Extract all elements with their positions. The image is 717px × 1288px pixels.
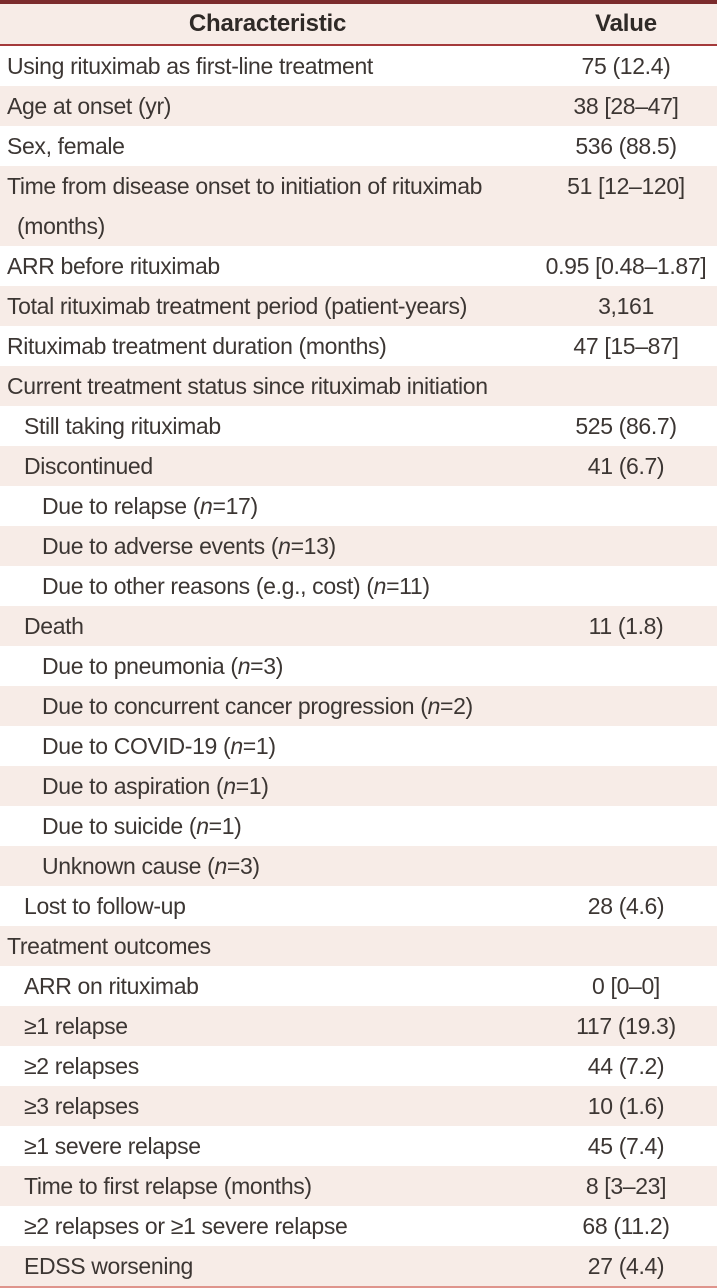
data-table: Characteristic Value Using rituximab as … (0, 4, 717, 1286)
row-label: Due to pneumonia (n=3) (42, 653, 284, 679)
row-label: Due to relapse (n=17) (42, 493, 258, 519)
row-label: Lost to follow-up (24, 893, 186, 919)
table-row: Sex, female 536 (88.5) (0, 126, 717, 166)
table-row: Due to concurrent cancer progression (n=… (0, 686, 717, 726)
row-value: 68 (11.2) (582, 1213, 670, 1239)
table-row: Due to aspiration (n=1) (0, 766, 717, 806)
row-label: Total rituximab treatment period (patien… (7, 293, 468, 319)
table-row: Unknown cause (n=3) (0, 846, 717, 886)
row-label: Time to first relapse (months) (24, 1173, 312, 1199)
row-value: 117 (19.3) (576, 1013, 676, 1039)
row-value (535, 766, 717, 806)
row-value: 38 [28–47] (573, 93, 679, 119)
table-row: Time to first relapse (months) 8 [3–23] (0, 1166, 717, 1206)
row-value: 11 (1.8) (588, 613, 664, 639)
row-label: Time from disease onset to initiation of… (7, 173, 483, 239)
row-label: Due to aspiration (n=1) (42, 773, 269, 799)
row-label: Still taking rituximab (24, 413, 221, 439)
row-value: 525 (86.7) (575, 413, 677, 439)
table-row: Treatment outcomes (0, 926, 717, 966)
row-label: EDSS worsening (24, 1253, 193, 1279)
table-row: Using rituximab as first-line treatment … (0, 45, 717, 86)
row-label: Current treatment status since rituximab… (7, 373, 488, 399)
row-value (535, 686, 717, 726)
row-value: 27 (4.4) (587, 1253, 665, 1279)
table-row: Total rituximab treatment period (patien… (0, 286, 717, 326)
table-row: Still taking rituximab 525 (86.7) (0, 406, 717, 446)
row-label: ≥1 severe relapse (24, 1133, 201, 1159)
table-row: ARR on rituximab 0 [0–0] (0, 966, 717, 1006)
header-row: Characteristic Value (0, 4, 717, 46)
row-value (535, 366, 717, 406)
table-row: Time from disease onset to initiation of… (0, 166, 717, 246)
row-value: 0 [0–0] (592, 973, 660, 999)
row-value: 536 (88.5) (575, 133, 677, 159)
row-label: Due to adverse events (n=13) (42, 533, 336, 559)
row-value: 8 [3–23] (585, 1173, 667, 1199)
table-row: Due to suicide (n=1) (0, 806, 717, 846)
table-row: Due to pneumonia (n=3) (0, 646, 717, 686)
row-value: 41 (6.7) (587, 453, 665, 479)
table-row: Rituximab treatment duration (months) 47… (0, 326, 717, 366)
row-value (535, 646, 717, 686)
table-row: Current treatment status since rituximab… (0, 366, 717, 406)
row-label: ≥2 relapses or ≥1 severe relapse (24, 1213, 348, 1239)
row-value: 28 (4.6) (587, 893, 665, 919)
table-row: Death 11 (1.8) (0, 606, 717, 646)
row-label: ARR on rituximab (24, 973, 199, 999)
table-row: EDSS worsening 27 (4.4) (0, 1246, 717, 1286)
row-value: 47 [15–87] (573, 333, 679, 359)
table-row: ≥1 severe relapse 45 (7.4) (0, 1126, 717, 1166)
column-header-characteristic: Characteristic (0, 4, 535, 46)
row-value (535, 566, 717, 606)
column-header-value: Value (535, 4, 717, 46)
row-value (535, 926, 717, 966)
row-value: 51 [12–120] (567, 173, 685, 199)
row-value: 45 (7.4) (587, 1133, 665, 1159)
row-label: Discontinued (24, 453, 153, 479)
table-row: Due to relapse (n=17) (0, 486, 717, 526)
row-value: 10 (1.6) (587, 1093, 665, 1119)
row-label: Treatment outcomes (7, 933, 211, 959)
row-label: Death (24, 613, 84, 639)
row-value (535, 726, 717, 766)
row-value (535, 846, 717, 886)
table-row: Lost to follow-up 28 (4.6) (0, 886, 717, 926)
table-row: ARR before rituximab 0.95 [0.48–1.87] (0, 246, 717, 286)
row-label: ≥3 relapses (24, 1093, 139, 1119)
row-value (535, 526, 717, 566)
table-row: Due to other reasons (e.g., cost) (n=11) (0, 566, 717, 606)
row-value (535, 486, 717, 526)
table-row: ≥3 relapses 10 (1.6) (0, 1086, 717, 1126)
table-row: ≥2 relapses or ≥1 severe relapse 68 (11.… (0, 1206, 717, 1246)
row-label: Due to suicide (n=1) (42, 813, 242, 839)
row-label: ARR before rituximab (7, 253, 220, 279)
row-label: Rituximab treatment duration (months) (7, 333, 387, 359)
row-value: 0.95 [0.48–1.87] (545, 253, 707, 279)
row-label: Age at onset (yr) (7, 93, 172, 119)
row-label: Sex, female (7, 133, 125, 159)
table-row: Due to COVID-19 (n=1) (0, 726, 717, 766)
table-row: ≥1 relapse 117 (19.3) (0, 1006, 717, 1046)
table-row: Discontinued 41 (6.7) (0, 446, 717, 486)
row-label: Unknown cause (n=3) (42, 853, 260, 879)
row-label: Using rituximab as first-line treatment (7, 53, 373, 79)
table-body: Using rituximab as first-line treatment … (0, 45, 717, 1286)
row-label: Due to COVID-19 (n=1) (42, 733, 276, 759)
row-value (535, 806, 717, 846)
table-row: ≥2 relapses 44 (7.2) (0, 1046, 717, 1086)
table-row: Age at onset (yr) 38 [28–47] (0, 86, 717, 126)
row-value: 75 (12.4) (581, 53, 671, 79)
row-value: 3,161 (598, 293, 654, 319)
row-label: Due to concurrent cancer progression (n=… (42, 693, 473, 719)
row-label: ≥2 relapses (24, 1053, 139, 1079)
row-value: 44 (7.2) (587, 1053, 665, 1079)
row-label: ≥1 relapse (24, 1013, 128, 1039)
table-row: Due to adverse events (n=13) (0, 526, 717, 566)
row-label: Due to other reasons (e.g., cost) (n=11) (42, 573, 430, 599)
